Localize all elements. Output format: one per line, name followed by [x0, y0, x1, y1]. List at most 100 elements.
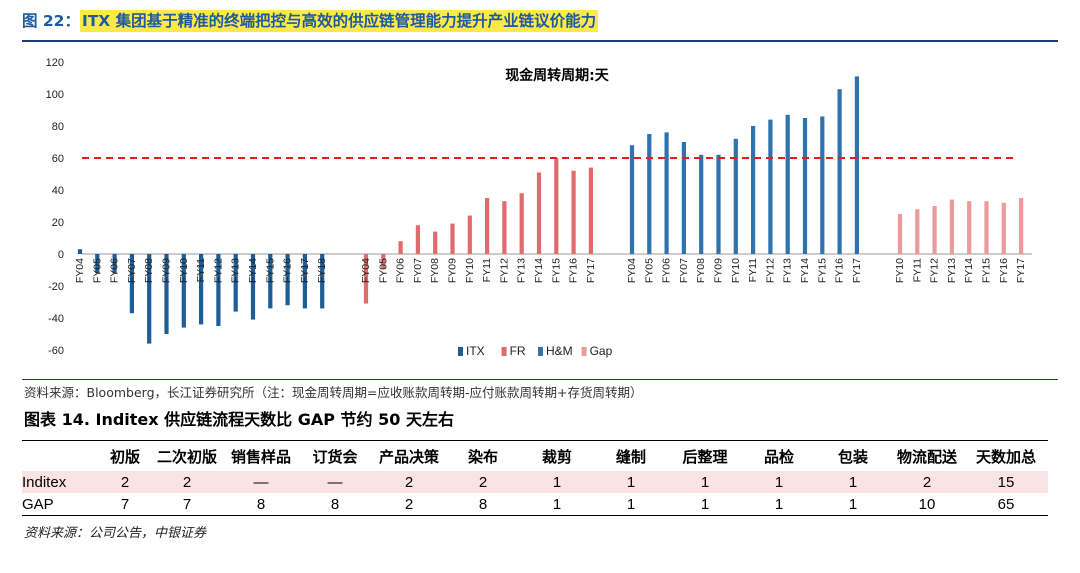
itx-bar	[95, 254, 100, 274]
itx-bar	[250, 254, 256, 320]
table-cell: 1	[626, 495, 636, 513]
itx-category-label: FY05	[91, 258, 103, 283]
table-header-cell: 染布	[467, 447, 498, 466]
table-header-cell: 天数加总	[975, 447, 1036, 466]
hm-category-label: FY10	[730, 258, 742, 283]
table-header-cell: 包装	[837, 447, 868, 466]
fr-category-label: FY10	[464, 258, 476, 283]
fr-bar	[536, 172, 542, 254]
itx-category-label: FY13	[230, 258, 242, 283]
itx-bar	[199, 254, 204, 325]
fr-bar	[398, 241, 403, 254]
mid-rule	[22, 379, 1058, 380]
gap-bar	[1019, 198, 1024, 254]
itx-category-label: FY16	[282, 258, 294, 283]
table-cell: 8	[330, 495, 340, 513]
gap-category-label: FY10	[894, 258, 906, 283]
itx-bar	[285, 254, 290, 306]
table-header-cell: 物流配送	[896, 447, 957, 466]
itx-legend-label: ITX	[466, 344, 485, 358]
table-title: 图表 14. Inditex 供应链流程天数比 GAP 节约 50 天左右	[24, 410, 454, 429]
y-tick-label: 40	[52, 185, 64, 197]
itx-category-label: FY14	[247, 258, 259, 283]
table-cell: 2	[404, 495, 414, 513]
table-cell: 2	[890, 471, 964, 493]
itx-bar	[216, 254, 221, 326]
table-header-cell: 后整理	[682, 447, 728, 466]
table-cell: 7	[182, 495, 192, 513]
fr-category-label: FY07	[412, 258, 424, 283]
table-header-cell: 产品决策	[378, 447, 439, 466]
table-header-row: 初版 二次初版 销售样品 订货会 产品决策 染布 裁剪 缝制 后整理 品检 包装 物流配送 天数加总	[22, 440, 1048, 472]
hm-category-label: FY06	[661, 258, 673, 283]
figure-caption-prefix: 图 22：	[22, 12, 80, 30]
itx-category-label: FY12	[212, 258, 224, 283]
table-source-note: 资料来源：公司公告，中银证券	[24, 526, 207, 541]
fr-bar	[571, 170, 576, 254]
hm-category-label: FY07	[678, 258, 690, 283]
fr-bar	[415, 225, 420, 254]
table-header-cell: 二次初版	[156, 447, 217, 466]
hm-category-label: FY09	[713, 258, 725, 283]
fr-legend-label: FR	[510, 344, 526, 358]
gap-category-label: FY17	[1015, 258, 1027, 283]
gap-category-label: FY13	[946, 258, 958, 283]
figure-caption-text: ITX 集团基于精准的终端把控与高效的供应链管理能力提升产业链议价能力	[79, 10, 599, 32]
fr-bar	[381, 254, 386, 269]
table-cell: 8	[256, 495, 266, 513]
table-cell: 1	[816, 471, 890, 493]
table-cell: 10	[918, 495, 936, 513]
table-container: 初版 二次初版 销售样品 订货会 产品决策 染布 裁剪 缝制 后整理 品检 包装 物流配送 天数加总 I…	[22, 440, 1048, 516]
itx-category-label: FY04	[74, 258, 86, 283]
itx-bar	[268, 254, 273, 309]
table-header-cell: 裁剪	[541, 447, 572, 466]
table-row-label: Inditex	[22, 471, 100, 493]
table-cell: 2	[100, 471, 150, 493]
fr-bar	[502, 201, 507, 254]
fr-category-label: FY12	[498, 258, 510, 283]
hm-category-label: FY12	[764, 258, 776, 283]
hm-bar	[820, 116, 825, 255]
table-cell: 1	[742, 471, 816, 493]
chart-area: -60 -40 -20 0 20 40 60 80 100 120 现金周转周期:天 FY04 FY05…	[22, 44, 1058, 379]
y-tick-label: -60	[48, 345, 64, 357]
gap-bar	[915, 209, 920, 254]
fr-category-label: FY06	[395, 258, 407, 283]
y-tick-label: 0	[58, 249, 64, 261]
itx-category-label: FY18	[316, 258, 328, 283]
chart-title: 现金周转周期:天	[505, 67, 610, 84]
fr-category-label: FY09	[447, 258, 459, 283]
hm-bar	[733, 138, 738, 254]
fr-category-label: FY08	[429, 258, 441, 283]
gap-legend-swatch	[581, 347, 587, 356]
hm-bar	[681, 142, 686, 254]
table-cell: —	[224, 471, 298, 493]
itx-category-label: FY06	[109, 258, 121, 283]
itx-bar	[320, 254, 325, 309]
y-tick-label: -40	[48, 313, 64, 325]
itx-category-label: FY11	[195, 258, 207, 282]
fr-category-label: FY14	[533, 258, 545, 283]
hm-bar	[802, 118, 808, 254]
fr-bar	[588, 167, 593, 254]
table-row: GAP 7 7 8 8 2 8 1 1 1 1 1 10 65	[22, 493, 1048, 516]
hm-bar	[664, 132, 669, 254]
fr-category-label: FY13	[516, 258, 528, 283]
hm-category-label: FY05	[643, 258, 655, 283]
table-header-cell: 订货会	[312, 447, 358, 466]
hm-bar	[629, 145, 635, 254]
hm-category-label: FY08	[695, 258, 707, 283]
fr-category-label: FY05	[377, 258, 389, 283]
itx-category-label: FY07	[126, 258, 138, 283]
hm-bar	[716, 154, 721, 254]
y-tick-label: 60	[52, 153, 64, 165]
hm-bar	[785, 114, 790, 254]
hm-category-label: FY11	[747, 258, 759, 282]
gap-category-label: FY12	[929, 258, 941, 283]
hm-category-label: FY17	[851, 258, 863, 283]
fr-bar	[450, 223, 455, 254]
table-row-label: GAP	[22, 495, 54, 513]
fr-category-label: FY17	[585, 258, 597, 283]
itx-category-label: FY15	[264, 258, 276, 283]
fr-bar	[363, 254, 369, 304]
